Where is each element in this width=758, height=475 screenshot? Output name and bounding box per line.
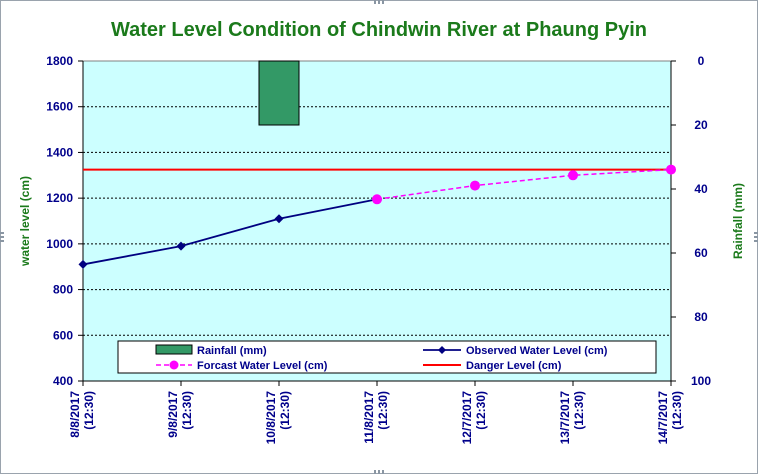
x-tick-label-time: (12:30) [474,391,488,430]
x-tick-label-time: (12:30) [82,391,96,430]
chart-title: Water Level Condition of Chindwin River … [111,19,647,41]
x-tick-label-time: (12:30) [670,391,684,430]
rainfall-bar [258,60,300,126]
observed-point [78,259,88,269]
legend-forecast-marker [169,360,179,370]
y-tick-label: 1600 [46,100,73,114]
resize-handle-left[interactable] [0,232,4,242]
forecast-point [470,180,480,191]
resize-handle-bottom[interactable] [374,470,384,474]
y-tick-label: 1000 [46,237,73,251]
y2-tick-label: 60 [694,246,708,260]
x-tick-label: 13/7/2017 [558,391,572,445]
x-tick-label: 9/8/2017 [166,391,180,438]
observed-point [274,214,284,224]
forecast-point [568,170,578,181]
y-tick-label: 400 [53,374,73,388]
y2-tick-label: 40 [694,182,708,196]
x-tick-label-time: (12:30) [376,391,390,430]
legend-observed-marker [438,346,446,354]
x-tick-label-time: (12:30) [572,391,586,430]
y-axis-title: water level (cm) [18,176,32,267]
legend-observed-label: Observed Water Level (cm) [466,345,608,357]
y-tick-label: 1400 [46,145,73,159]
legend-rainfall-label: Rainfall (mm) [197,345,267,357]
x-tick-label: 14/7/2017 [656,391,670,445]
legend-danger-label: Danger Level (cm) [466,360,562,372]
x-tick-label: 12/7/2017 [460,391,474,445]
y-tick-label: 1200 [46,191,73,205]
resize-handle-right[interactable] [754,232,758,242]
forecast-point [666,164,676,175]
y2-tick-label: 0 [698,54,705,68]
plot-area [82,60,672,382]
forecast-water-level-line [376,168,672,201]
legend-rainfall-swatch [155,344,193,355]
y-tick-label: 800 [53,283,73,297]
resize-handle-top[interactable] [374,0,384,4]
observed-point [176,241,186,251]
forecast-point [372,194,382,205]
x-tick-label-time: (12:30) [180,391,194,430]
legend-box [117,340,657,374]
x-tick-label-time: (12:30) [278,391,292,430]
y2-tick-label: 80 [694,310,708,324]
y-tick-label: 1800 [46,54,73,68]
x-tick-label: 10/8/2017 [264,391,278,445]
legend-forecast-label: Forcast Water Level (cm) [197,360,328,372]
x-tick-label: 11/8/2017 [362,391,376,444]
observed-water-level-line [82,198,378,266]
x-tick-label: 8/8/2017 [68,391,82,438]
y2-axis-title: Rainfall (mm) [731,183,745,259]
y2-tick-label: 20 [694,118,708,132]
y2-tick-label: 100 [691,374,711,388]
y-tick-label: 600 [53,328,73,342]
